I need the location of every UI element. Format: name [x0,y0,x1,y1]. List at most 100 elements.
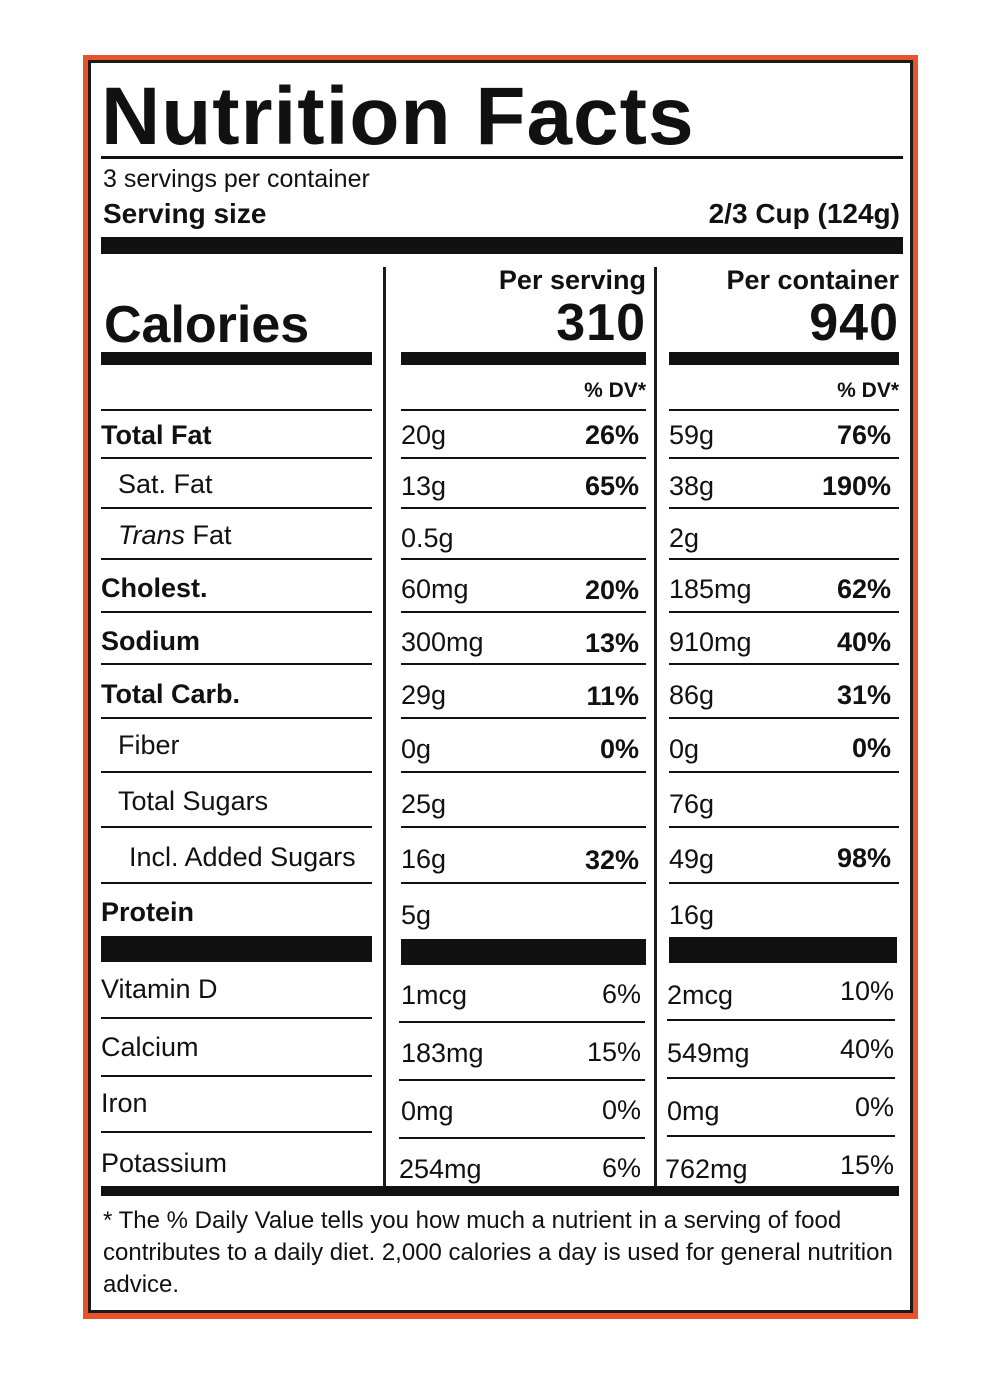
container-dv: 10% [839,976,894,1006]
servings-per-container: 3 servings per container [103,165,370,193]
serving-dv: 20% [584,575,639,605]
rule-left [101,611,372,613]
rule-mid [401,457,646,459]
container-dv: 15% [839,1150,894,1180]
container-dv: 190% [821,471,891,501]
thick-rule-protein-left [101,936,372,962]
rule-right [669,558,899,560]
serving-amount: 300mg [401,627,484,657]
rule-right [667,1135,895,1137]
serving-amount: 254mg [399,1154,482,1184]
serving-dv: 6% [601,1153,641,1183]
label-title: Nutrition Facts [101,71,695,162]
container-amount: 49g [669,844,715,874]
thick-rule-protein-right [669,937,897,963]
rule-left [101,826,372,828]
dv-header-container: % DV* [837,379,899,402]
container-amount: 2mcg [667,980,734,1010]
thick-rule-calories-left [101,352,372,365]
rule-right [669,507,899,509]
container-dv: 98% [836,843,891,873]
container-dv: 0% [851,733,891,763]
container-amount: 185mg [669,574,752,604]
nutrient-name: Sodium [101,626,200,656]
per-serving-header: Per serving [498,265,646,295]
serving-dv: 15% [586,1037,641,1067]
nutrient-name: Cholest. [101,573,208,603]
thick-rule-calories-mid [401,352,646,365]
serving-dv: 65% [584,471,639,501]
nutrient-name-italic: Trans [118,520,186,550]
container-dv: 62% [836,574,891,604]
calories-per-serving: 310 [556,294,646,352]
rule-right [667,1019,895,1021]
thick-rule-calories-right [669,352,899,365]
vitamin-name: Calcium [101,1032,199,1062]
container-amount: 549mg [667,1038,750,1068]
serving-amount: 1mcg [401,980,468,1010]
vitamin-name: Potassium [101,1148,228,1178]
serving-amount: 13g [401,471,447,501]
rule-mid [401,826,646,828]
serving-amount: 0.5g [401,523,454,553]
rule-left [101,771,372,773]
serving-dv: 6% [601,979,641,1009]
rule-left [101,1075,372,1077]
serving-size-label: Serving size [103,198,267,229]
nutrient-name-rest: Fat [185,520,232,550]
container-amount: 16g [669,900,715,930]
nutrient-name: Total Fat [101,420,212,450]
serving-amount: 5g [401,900,432,930]
column-divider-serving [383,267,386,1189]
vitamin-name: Vitamin D [101,974,218,1004]
container-amount: 86g [669,680,715,710]
rule-left [101,409,372,411]
rule-left [101,1131,372,1133]
rule-mid [401,771,646,773]
calories-label: Calories [104,296,310,354]
container-amount: 76g [669,789,715,819]
rule-right [669,882,899,884]
serving-dv: 26% [584,420,639,450]
nutrient-name: Trans Fat [118,520,232,550]
container-dv: 40% [839,1034,894,1064]
nutrient-name: Protein [101,897,195,927]
rule-right [669,717,899,719]
nutrient-name: Sat. Fat [118,469,213,499]
serving-amount: 25g [401,789,447,819]
vitamin-name: Iron [101,1088,148,1118]
rule-under-title [101,156,903,159]
rule-left [101,1017,372,1019]
serving-amount: 16g [401,844,447,874]
rule-mid [401,611,646,613]
serving-dv: 0% [599,734,639,764]
rule-right [669,611,899,613]
container-dv: 76% [836,420,891,450]
rule-right [669,457,899,459]
thick-rule-footnote [101,1186,899,1196]
serving-amount: 29g [401,680,447,710]
rule-mid [399,1137,645,1139]
column-divider-container [654,267,657,1189]
nutrition-facts-label: Nutrition Facts 3 servings per container… [88,60,913,1313]
container-amount: 0mg [667,1096,720,1126]
rule-right [669,771,899,773]
rule-mid [401,882,646,884]
rule-left [101,882,372,884]
rule-mid [401,558,646,560]
nutrient-name: Total Carb. [101,679,241,709]
serving-dv: 32% [584,845,639,875]
calories-per-container: 940 [809,294,899,352]
rule-mid [401,507,646,509]
rule-right [667,1077,895,1079]
container-amount: 0g [669,734,700,764]
rule-left [101,457,372,459]
serving-amount: 0g [401,734,432,764]
container-amount: 59g [669,420,715,450]
rule-left [101,558,372,560]
serving-dv: 13% [584,628,639,658]
container-dv: 31% [836,680,891,710]
nutrient-name: Incl. Added Sugars [129,842,356,872]
container-amount: 2g [669,523,700,553]
thick-rule-serving [101,237,903,254]
